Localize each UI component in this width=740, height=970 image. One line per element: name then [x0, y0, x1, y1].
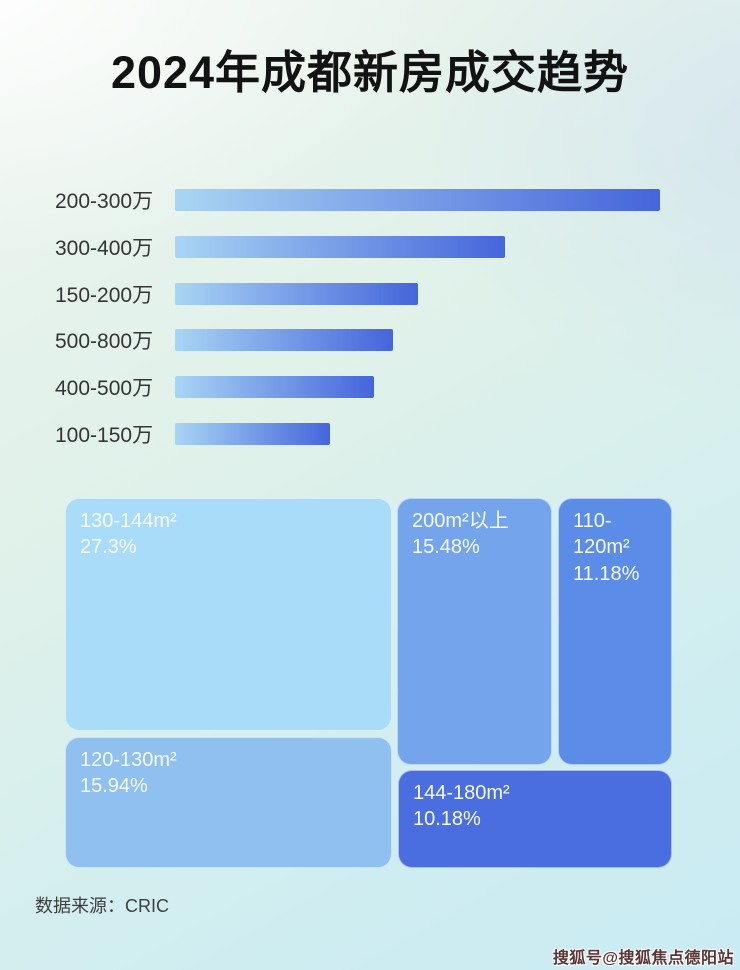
- bar-category-label: 150-200万: [55, 283, 154, 307]
- treemap-tile: 200m²以上 15.48%: [397, 498, 552, 765]
- bar-row: 500-800万: [55, 328, 393, 354]
- bar-chart: 200-300万 300-400万 150-200万 500-800万 400-500万…: [55, 188, 695, 450]
- bar-row: 100-150万: [55, 422, 330, 447]
- bar: [175, 235, 505, 258]
- tile-label: 200m²以上: [412, 510, 509, 532]
- bar: [175, 282, 418, 305]
- bar-category-label: 100-150万: [55, 424, 154, 447]
- page-title: 2024年成都新房成交趋势: [110, 47, 630, 98]
- bar-row: 200-300万: [55, 188, 660, 213]
- bar: [175, 329, 393, 352]
- bar-category-label: 400-500万: [55, 377, 154, 401]
- treemap-tile: 130-144m² 27.3%: [65, 498, 392, 731]
- tile-value: 11.18%: [573, 562, 640, 585]
- tile-value: 15.94%: [80, 775, 148, 798]
- treemap-tile: 110-120m² 11.18%: [558, 498, 672, 765]
- tile-label: 120-130m²: [80, 749, 177, 771]
- treemap-tile: 120-130m² 15.94%: [65, 737, 392, 868]
- data-source: 数据来源：CRIC: [35, 896, 169, 916]
- bar: [175, 189, 660, 211]
- bar: [175, 376, 374, 399]
- bar-category-label: 200-300万: [55, 190, 154, 213]
- tile-value: 27.3%: [80, 536, 137, 559]
- bar-row: 300-400万: [55, 235, 505, 260]
- tile-label: 110-120m²: [573, 510, 630, 559]
- bar-row: 400-500万: [55, 375, 374, 401]
- watermark: 搜狐号@搜狐焦点德阳站: [552, 950, 734, 967]
- treemap-chart: 130-144m² 27.3% 120-130m² 15.94% 200m²以上 15.4…: [65, 498, 672, 868]
- tile-value: 10.18%: [413, 808, 481, 831]
- treemap-tile: 144-180m² 10.18%: [398, 770, 672, 868]
- bar: [175, 423, 330, 445]
- bar-category-label: 500-800万: [55, 330, 154, 354]
- tile-value: 15.48%: [412, 536, 480, 559]
- bar-row: 150-200万: [55, 282, 418, 307]
- tile-label: 130-144m²: [80, 510, 177, 532]
- bar-category-label: 300-400万: [55, 236, 154, 260]
- tile-label: 144-180m²: [413, 782, 510, 804]
